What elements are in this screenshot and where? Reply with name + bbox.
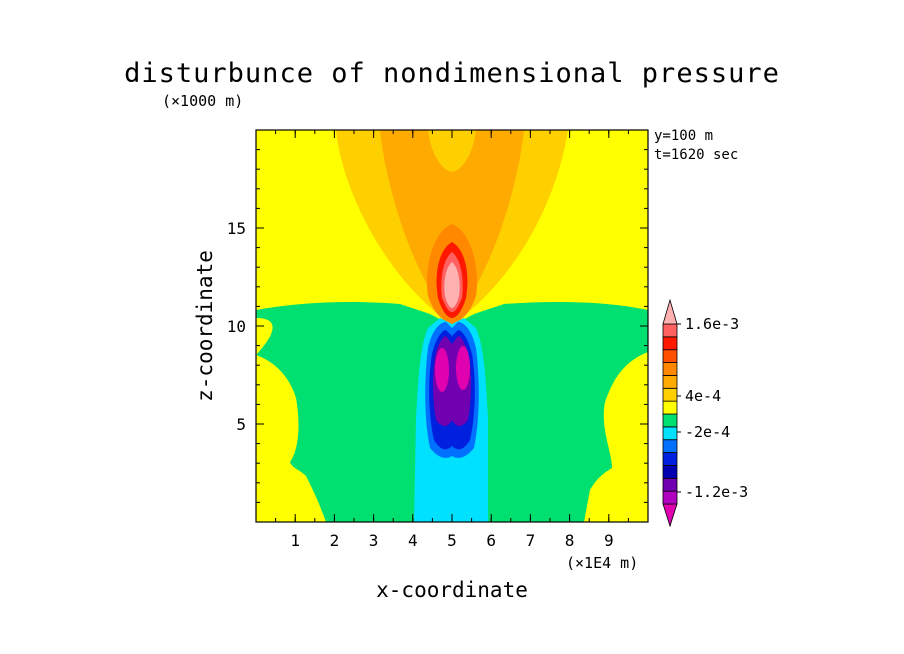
colorbar-swatch (662, 349, 678, 363)
colorbar-swatch (662, 323, 678, 338)
axis-ticks: 1 2 3 4 5 6 7 8 9 5 10 15 (227, 129, 649, 550)
y-tick-label: 10 (227, 317, 246, 336)
x-tick-label: 5 (447, 531, 457, 550)
y-tick-label: 15 (227, 219, 246, 238)
region-top-notch (428, 130, 476, 172)
x-tick-label: 6 (486, 531, 496, 550)
contour-field (256, 130, 648, 522)
colorbar-swatch (662, 503, 678, 528)
x-axis-unit: (×1E4 m) (566, 554, 639, 572)
colorbar-swatch (662, 452, 678, 466)
region-positive-core-max (444, 262, 460, 308)
colorbar-tick-label: 4e-4 (685, 387, 721, 405)
x-tick-label: 7 (526, 531, 536, 550)
x-tick-label: 3 (369, 531, 379, 550)
colorbar-swatch (662, 426, 678, 441)
chart-title: disturbunce of nondimensional pressure (124, 58, 780, 89)
y-tick-label: 5 (236, 415, 246, 434)
region-extreme-negative-lobe-right (456, 346, 470, 390)
colorbar-swatch (662, 375, 678, 389)
y-axis-unit: (×1000 m) (162, 92, 244, 110)
x-tick-label: 2 (330, 531, 340, 550)
x-tick-label: 8 (565, 531, 575, 550)
colorbar-tick-label: -2e-4 (685, 423, 730, 441)
colorbar-swatch (662, 477, 678, 492)
colorbar-swatch (662, 465, 678, 479)
colorbar-swatch (662, 362, 678, 376)
x-axis-label: x-coordinate (376, 578, 528, 602)
x-tick-label: 9 (604, 531, 614, 550)
colorbar-swatch (662, 298, 678, 325)
colorbar-swatch (662, 336, 678, 351)
colorbar-swatch (662, 400, 678, 415)
colorbar-swatch (662, 387, 678, 402)
region-extreme-negative-lobe-left (435, 348, 449, 392)
colorbar: 1.6e-3 4e-4 -2e-4 -1.2e-3 (662, 298, 748, 528)
colorbar-tick-label: -1.2e-3 (685, 483, 748, 501)
x-tick-label: 1 (290, 531, 300, 550)
x-tick-label: 4 (408, 531, 418, 550)
colorbar-swatch (662, 439, 678, 453)
colorbar-swatch (662, 490, 678, 505)
colorbar-tick-label: 1.6e-3 (685, 315, 739, 333)
annotation-y-position: y=100 m (654, 128, 714, 144)
annotation-time: t=1620 sec (654, 147, 739, 163)
colorbar-swatch (662, 413, 678, 428)
